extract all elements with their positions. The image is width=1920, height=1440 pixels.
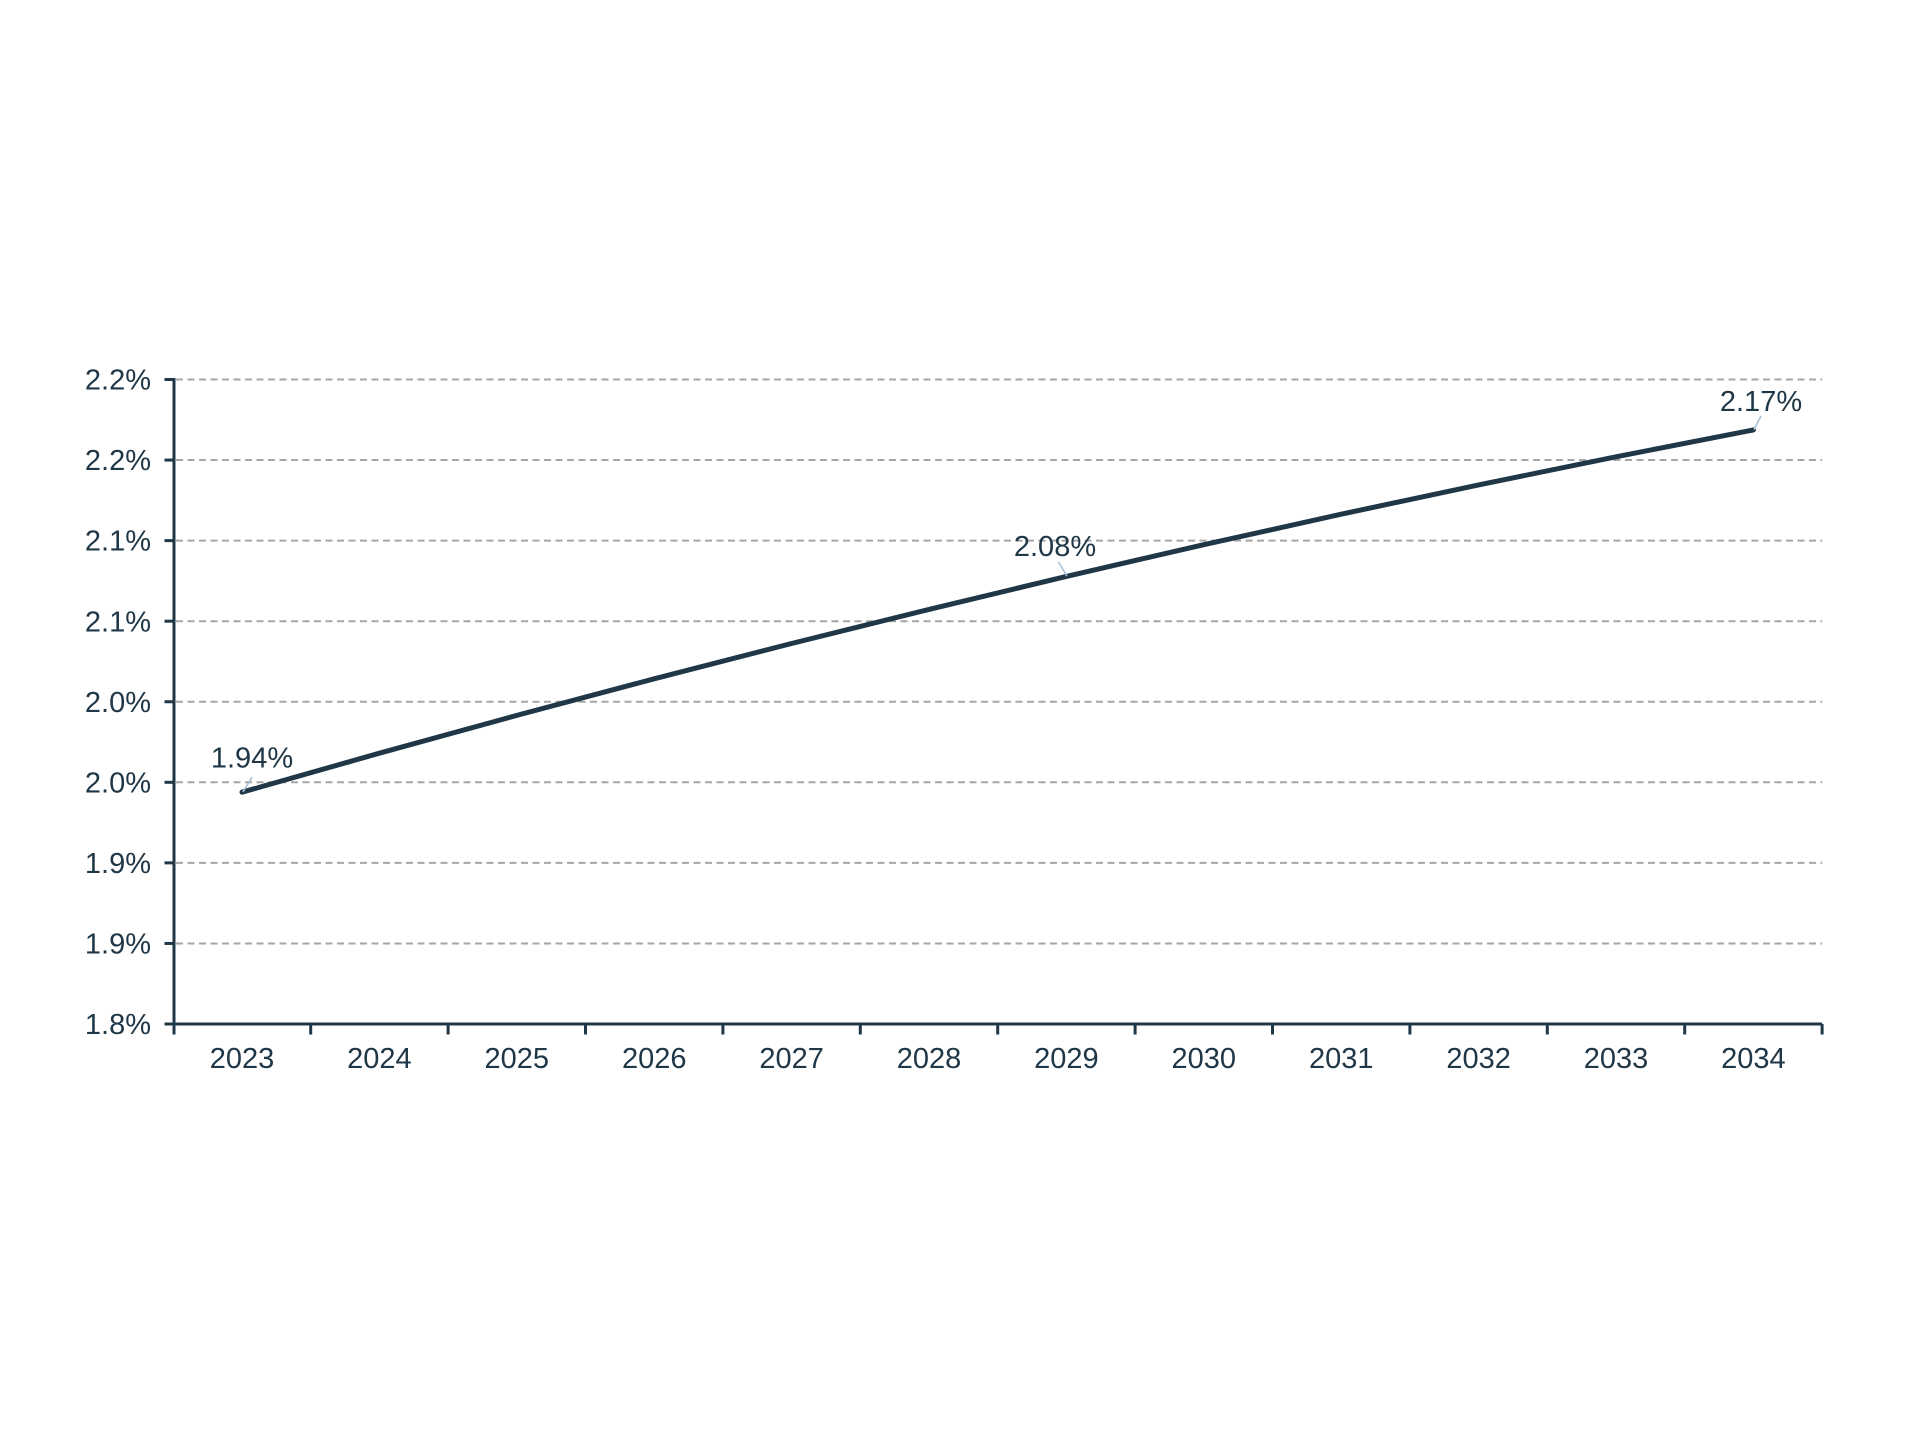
svg-text:2.08%: 2.08% [1014, 531, 1096, 563]
svg-text:2029: 2029 [1034, 1043, 1099, 1075]
svg-text:1.94%: 1.94% [211, 743, 293, 775]
svg-text:2033: 2033 [1584, 1043, 1649, 1075]
svg-text:2.1%: 2.1% [85, 606, 151, 638]
svg-text:1.9%: 1.9% [85, 848, 151, 880]
svg-text:1.8%: 1.8% [85, 1009, 151, 1041]
svg-text:2030: 2030 [1172, 1043, 1237, 1075]
svg-text:2027: 2027 [759, 1043, 824, 1075]
svg-text:2028: 2028 [897, 1043, 962, 1075]
svg-text:2.1%: 2.1% [85, 526, 151, 558]
svg-text:2.2%: 2.2% [85, 365, 151, 397]
svg-text:2031: 2031 [1309, 1043, 1374, 1075]
svg-text:2023: 2023 [210, 1043, 275, 1075]
svg-text:2024: 2024 [347, 1043, 412, 1075]
svg-text:2.0%: 2.0% [85, 687, 151, 719]
svg-text:2.2%: 2.2% [85, 445, 151, 477]
svg-text:2026: 2026 [622, 1043, 687, 1075]
svg-text:1.9%: 1.9% [85, 929, 151, 961]
svg-text:2.0%: 2.0% [85, 767, 151, 799]
svg-text:2032: 2032 [1446, 1043, 1511, 1075]
svg-text:2.17%: 2.17% [1720, 386, 1802, 418]
svg-text:2034: 2034 [1721, 1043, 1786, 1075]
svg-text:2025: 2025 [485, 1043, 550, 1075]
